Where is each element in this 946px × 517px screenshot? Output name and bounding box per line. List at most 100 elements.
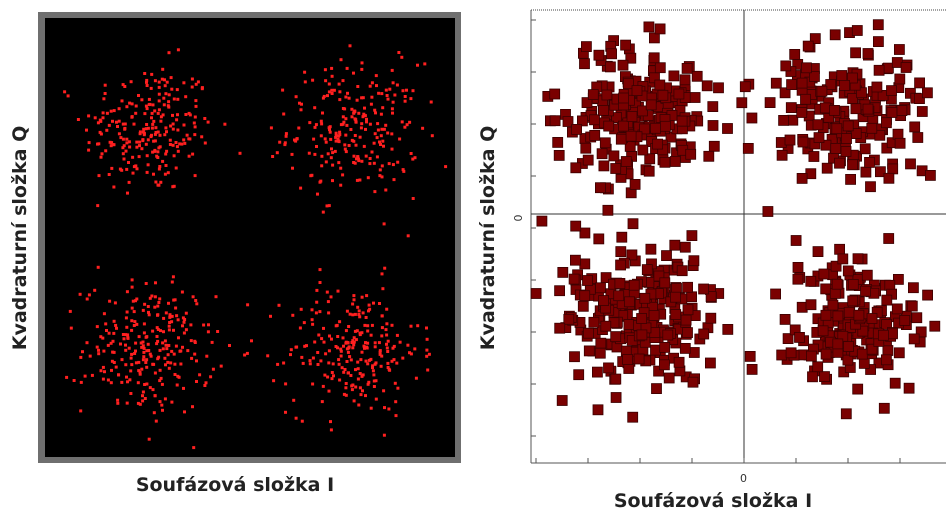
data-point [336, 137, 340, 141]
data-point [171, 275, 175, 279]
data-point [603, 362, 614, 374]
data-point [65, 375, 69, 379]
data-point [866, 313, 878, 324]
data-point [361, 311, 365, 315]
data-point [334, 139, 338, 143]
data-point [126, 336, 130, 340]
data-point [152, 362, 156, 366]
data-point [744, 350, 756, 362]
data-point [292, 398, 296, 402]
data-point [137, 335, 141, 339]
data-point [164, 311, 168, 315]
data-point [887, 328, 898, 340]
data-point [893, 347, 905, 359]
data-point [310, 173, 314, 177]
data-point [367, 303, 371, 307]
data-point [169, 124, 173, 128]
data-point [190, 356, 194, 360]
data-point [606, 48, 618, 60]
data-point [275, 151, 279, 155]
data-point [829, 29, 841, 41]
data-point [337, 362, 341, 366]
data-point [204, 381, 208, 385]
data-point [851, 25, 863, 36]
data-point [95, 345, 99, 349]
data-point [403, 95, 407, 98]
data-point [369, 357, 373, 361]
data-point [165, 149, 169, 153]
data-point [611, 112, 623, 123]
data-point [372, 379, 376, 383]
data-point [600, 272, 612, 284]
data-point [787, 114, 799, 126]
data-point [163, 397, 167, 401]
data-point [339, 347, 343, 351]
data-point [96, 121, 100, 125]
data-point [298, 101, 301, 105]
data-point [326, 375, 330, 379]
data-point [137, 360, 141, 364]
data-point [805, 299, 817, 311]
data-point [349, 128, 353, 131]
data-point [373, 108, 377, 112]
data-point [392, 358, 396, 362]
data-point [673, 356, 685, 368]
data-point [356, 367, 360, 371]
data-point [323, 68, 327, 72]
data-point [153, 132, 157, 136]
data-point [124, 316, 128, 320]
data-point [834, 157, 845, 169]
data-point [181, 324, 184, 328]
data-point [349, 358, 353, 362]
data-point [834, 243, 846, 255]
data-point [124, 363, 128, 367]
data-point [371, 364, 375, 368]
data-point [880, 117, 892, 129]
data-point [840, 146, 852, 157]
data-point [167, 105, 171, 109]
data-point [595, 337, 607, 349]
data-point [135, 322, 139, 326]
data-point [159, 115, 163, 119]
data-point [153, 139, 157, 143]
data-point [850, 103, 862, 115]
data-point [102, 312, 106, 316]
data-point [379, 112, 383, 116]
data-point [121, 137, 125, 141]
data-point [352, 298, 356, 302]
data-point [144, 142, 148, 146]
data-point [382, 127, 386, 131]
data-point [111, 350, 115, 354]
data-point [209, 375, 213, 379]
data-point [358, 135, 362, 139]
data-point [792, 273, 804, 285]
data-point [328, 130, 332, 134]
data-point [318, 180, 322, 184]
data-point [368, 157, 372, 160]
data-point [121, 122, 125, 126]
data-point [156, 183, 160, 187]
data-point [203, 384, 207, 387]
data-point [160, 382, 164, 386]
data-point [83, 374, 87, 378]
data-point [581, 97, 593, 108]
data-point [200, 87, 204, 91]
data-point [123, 122, 127, 126]
data-point [625, 52, 637, 64]
data-point [337, 161, 341, 165]
data-point [369, 102, 373, 106]
data-point [653, 365, 665, 377]
data-point [358, 386, 362, 390]
data-point [553, 149, 565, 161]
data-point [156, 313, 160, 317]
data-point [593, 49, 605, 61]
data-point [172, 154, 176, 158]
data-point [620, 156, 632, 167]
data-point [120, 380, 124, 384]
data-point [924, 169, 936, 181]
data-point [163, 172, 167, 176]
data-point [379, 143, 382, 146]
data-point [321, 384, 325, 388]
data-point [864, 156, 875, 168]
data-point [374, 397, 378, 401]
